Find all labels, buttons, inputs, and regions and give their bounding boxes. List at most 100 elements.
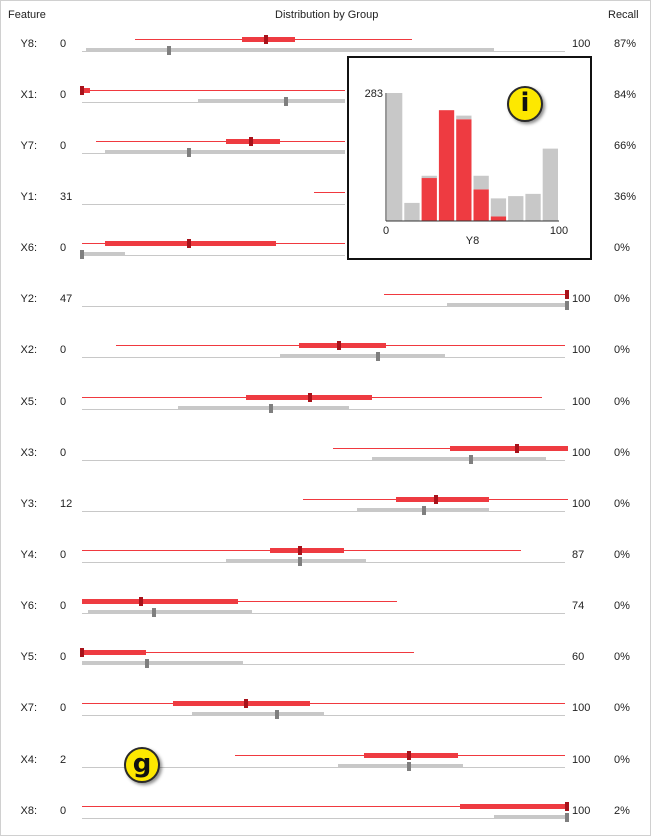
histogram-bar xyxy=(456,115,472,120)
red-range-line xyxy=(384,294,568,295)
max-value: 100 xyxy=(572,702,591,714)
red-median-marker xyxy=(80,648,84,657)
feature-row[interactable]: Y3: 12 100 0% xyxy=(0,495,651,528)
feature-name: X3: xyxy=(20,447,37,459)
histogram-bar xyxy=(490,216,507,221)
gray-iqr-box[interactable] xyxy=(86,48,494,52)
min-value: 31 xyxy=(60,191,73,203)
feature-row[interactable]: Y5: 0 60 0% xyxy=(0,648,651,681)
red-iqr-box[interactable] xyxy=(299,343,386,348)
feature-row[interactable]: X4: 2 100 0% xyxy=(0,751,651,784)
red-iqr-box[interactable] xyxy=(80,88,90,93)
min-value: 47 xyxy=(60,293,73,305)
red-iqr-box[interactable] xyxy=(460,804,568,809)
gray-iqr-box[interactable] xyxy=(80,252,125,256)
red-median-marker xyxy=(434,495,438,504)
range-axis xyxy=(82,818,565,819)
range-axis xyxy=(82,767,565,768)
gray-iqr-box[interactable] xyxy=(338,764,463,768)
info-badge[interactable]: i xyxy=(507,86,543,122)
histogram-popup[interactable]: 283 0 100 Y8 i xyxy=(347,56,592,260)
feature-name: Y6: xyxy=(20,600,37,612)
x-tick-label: 0 xyxy=(383,225,389,237)
red-median-marker xyxy=(515,444,519,453)
gray-iqr-box[interactable] xyxy=(82,661,243,665)
feature-row[interactable]: X2: 0 100 0% xyxy=(0,341,651,374)
gray-median-marker xyxy=(469,455,473,464)
group-badge[interactable]: g xyxy=(124,747,160,783)
gray-iqr-box[interactable] xyxy=(105,150,345,154)
red-iqr-box[interactable] xyxy=(80,650,146,655)
feature-row[interactable]: X1: 0 84% xyxy=(0,86,651,119)
x-axis-label: Y8 xyxy=(466,235,479,247)
histogram-bar xyxy=(473,175,489,190)
recall-value: 0% xyxy=(614,600,630,612)
gray-iqr-box[interactable] xyxy=(88,610,252,614)
red-iqr-box[interactable] xyxy=(226,139,280,144)
feature-row[interactable]: Y2: 47 100 0% xyxy=(0,290,651,323)
min-value: 0 xyxy=(60,549,67,561)
feature-row[interactable]: X5: 0 100 0% xyxy=(0,393,651,426)
gray-iqr-box[interactable] xyxy=(192,712,324,716)
min-value: 0 xyxy=(60,702,67,714)
feature-row[interactable]: X6: 0 0% xyxy=(0,239,651,272)
red-median-marker xyxy=(187,239,191,248)
feature-row[interactable]: Y7: 0 66% xyxy=(0,137,651,170)
gray-median-marker xyxy=(275,710,279,719)
y-max-label: 283 xyxy=(365,88,383,100)
gray-iqr-box[interactable] xyxy=(372,457,546,461)
feature-name: X2: xyxy=(20,344,37,356)
feature-name: X6: xyxy=(20,242,37,254)
red-range-line xyxy=(82,90,345,91)
min-value: 0 xyxy=(60,344,67,356)
feature-name: Y7: xyxy=(20,140,37,152)
feature-row[interactable]: X8: 0 100 2% xyxy=(0,802,651,835)
max-value: 100 xyxy=(572,293,591,305)
recall-value: 0% xyxy=(614,498,630,510)
feature-row[interactable]: X7: 0 100 0% xyxy=(0,699,651,732)
feature-row[interactable]: Y6: 0 74 0% xyxy=(0,597,651,630)
red-iqr-box[interactable] xyxy=(82,599,238,604)
red-iqr-box[interactable] xyxy=(364,753,458,758)
red-iqr-box[interactable] xyxy=(450,446,568,451)
min-value: 12 xyxy=(60,498,73,510)
recall-value: 87% xyxy=(614,38,637,50)
red-iqr-box[interactable] xyxy=(173,701,310,706)
max-value: 100 xyxy=(572,38,591,50)
red-iqr-box[interactable] xyxy=(396,497,489,502)
x-tick-label: 100 xyxy=(550,225,568,237)
gray-iqr-box[interactable] xyxy=(198,99,345,103)
recall-value: 84% xyxy=(614,89,637,101)
recall-value: 0% xyxy=(614,344,630,356)
min-value: 0 xyxy=(60,38,67,50)
feature-name: Y1: xyxy=(20,191,37,203)
recall-value: 0% xyxy=(614,754,630,766)
min-value: 0 xyxy=(60,805,67,817)
min-value: 0 xyxy=(60,447,67,459)
histogram-bar xyxy=(456,119,472,221)
feature-name: Y4: xyxy=(20,549,37,561)
red-median-marker xyxy=(337,341,341,350)
gray-iqr-box[interactable] xyxy=(447,303,568,307)
red-range-line xyxy=(82,601,397,602)
gray-iqr-box[interactable] xyxy=(226,559,366,563)
red-iqr-box[interactable] xyxy=(242,37,295,42)
histogram-bar xyxy=(508,196,524,221)
red-median-marker xyxy=(308,393,312,402)
gray-iqr-box[interactable] xyxy=(494,815,568,819)
gray-median-marker xyxy=(152,608,156,617)
range-axis xyxy=(82,664,565,665)
feature-row[interactable]: Y1: 31 36% xyxy=(0,191,651,221)
feature-name: X4: xyxy=(20,754,37,766)
min-value: 0 xyxy=(60,600,67,612)
feature-row[interactable]: X3: 0 100 0% xyxy=(0,444,651,477)
feature-row[interactable]: Y4: 0 87 0% xyxy=(0,546,651,579)
red-iqr-box[interactable] xyxy=(270,548,344,553)
gray-median-marker xyxy=(298,557,302,566)
gray-median-marker xyxy=(167,46,171,55)
feature-row[interactable]: Y8: 0 100 87% xyxy=(0,35,651,68)
gray-iqr-box[interactable] xyxy=(280,354,445,358)
min-value: 0 xyxy=(60,140,67,152)
gray-iqr-box[interactable] xyxy=(178,406,349,410)
gray-median-marker xyxy=(565,813,569,822)
